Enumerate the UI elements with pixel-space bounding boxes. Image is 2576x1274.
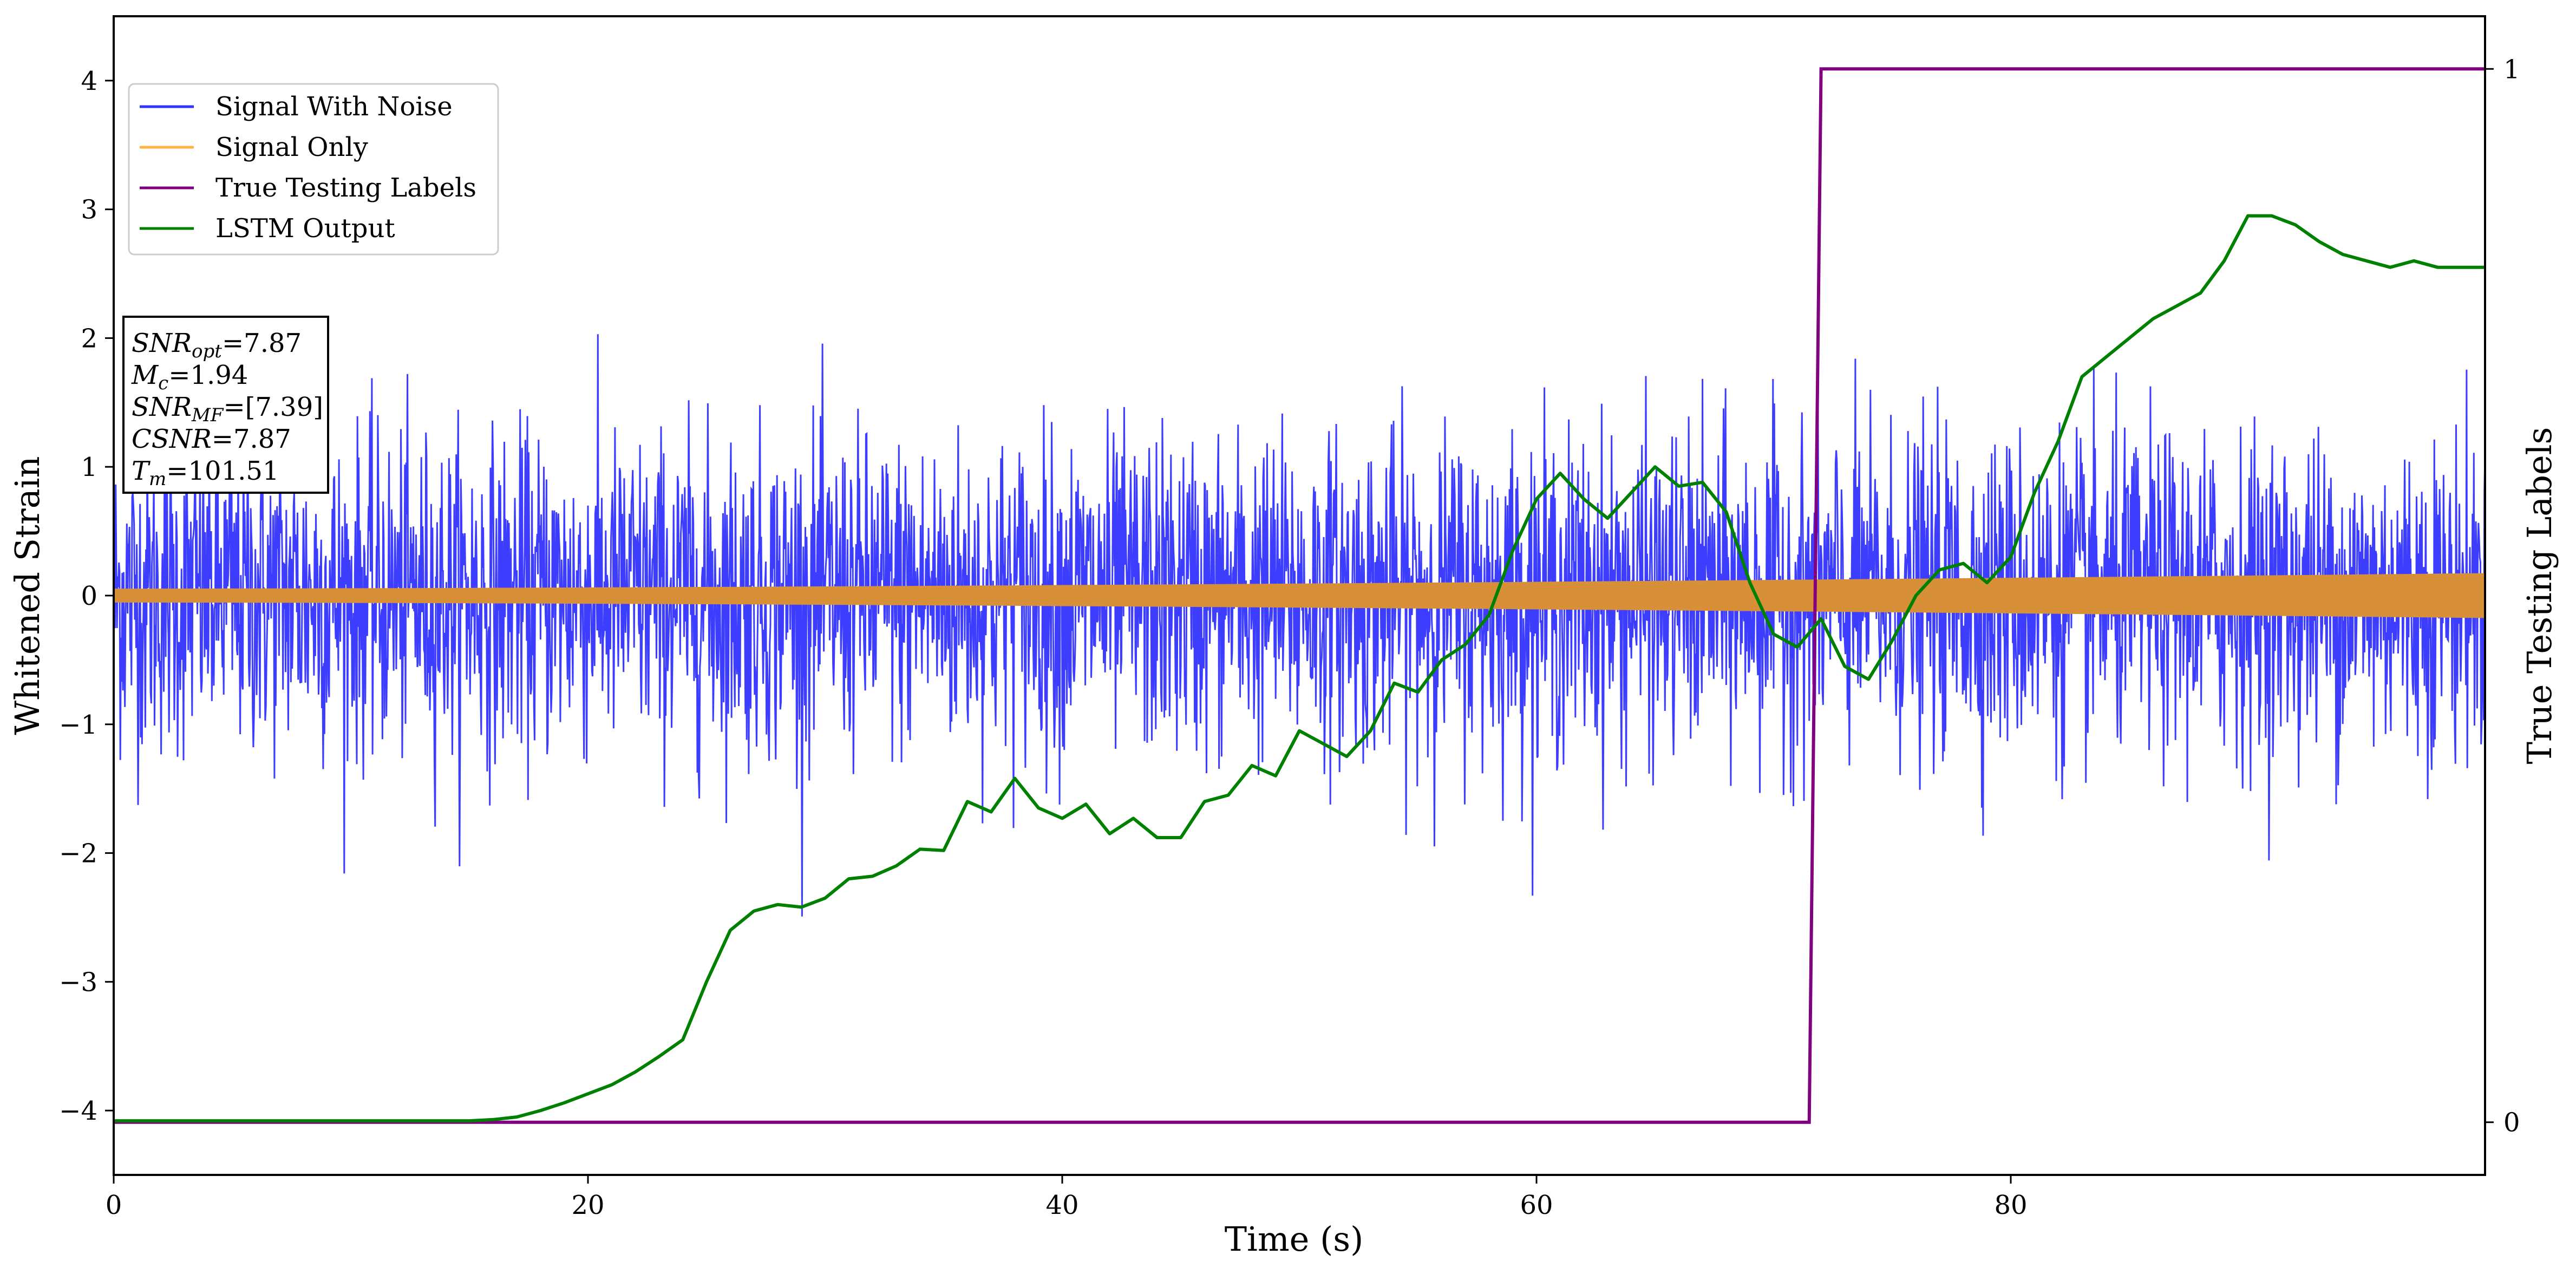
x-tick-label: 40 [1045,1190,1078,1220]
y-tick-label: 2 [81,323,97,354]
y-tick-label: −1 [59,710,97,740]
y-tick-label: 3 [81,195,97,225]
plot-area [114,67,2485,1124]
y-tick-label: −3 [59,967,97,997]
annotation-box: SNRopt=7.87Mc=1.94SNRMF=[7.39]CSNR=7.87T… [122,316,329,494]
y-tick-label: 1 [81,452,97,482]
x-tick-label: 60 [1520,1190,1553,1220]
legend-item-lstm-output: LSTM Output [140,213,395,244]
legend-label: Signal Only [215,132,368,162]
y2-tick-label: 0 [2503,1108,2520,1138]
legend-label: Signal With Noise [215,92,453,122]
series-true-testing-labels [114,67,2485,1124]
y-tick-label: 4 [81,66,97,96]
x-tick-label: 0 [106,1190,122,1220]
y-axis-label: Whitened Strain [8,456,47,735]
y2-tick-label: 1 [2503,54,2520,84]
y-tick-label: 0 [81,581,97,611]
y-tick-label: −4 [59,1096,97,1126]
legend: Signal With Noise Signal Only True Testi… [128,83,499,256]
series-signal-with-noise [114,334,2485,917]
x-axis-label: Time (s) [1225,1219,1364,1259]
legend-item-signal-only: Signal Only [140,132,368,162]
series-signal-only [114,573,2485,618]
annotation-line: Tm=101.51 [132,456,279,490]
legend-item-signal-with-noise: Signal With Noise [140,92,453,122]
annotation-line: SNRMF=[7.39] [132,392,323,426]
legend-label: True Testing Labels [215,173,476,203]
x-tick-label: 20 [571,1190,604,1220]
annotation-line: CSNR=7.87 [132,424,291,454]
y-tick-label: −2 [59,839,97,869]
series-lstm-output [114,214,2485,1123]
y2-axis-label: True Testing Labels [2520,427,2559,765]
legend-label: LSTM Output [215,213,395,244]
annotation-line: SNRopt=7.87 [132,328,302,362]
x-tick-label: 80 [1994,1190,2027,1220]
annotation-line: Mc=1.94 [131,360,248,394]
legend-item-true-testing-labels: True Testing Labels [140,173,476,203]
